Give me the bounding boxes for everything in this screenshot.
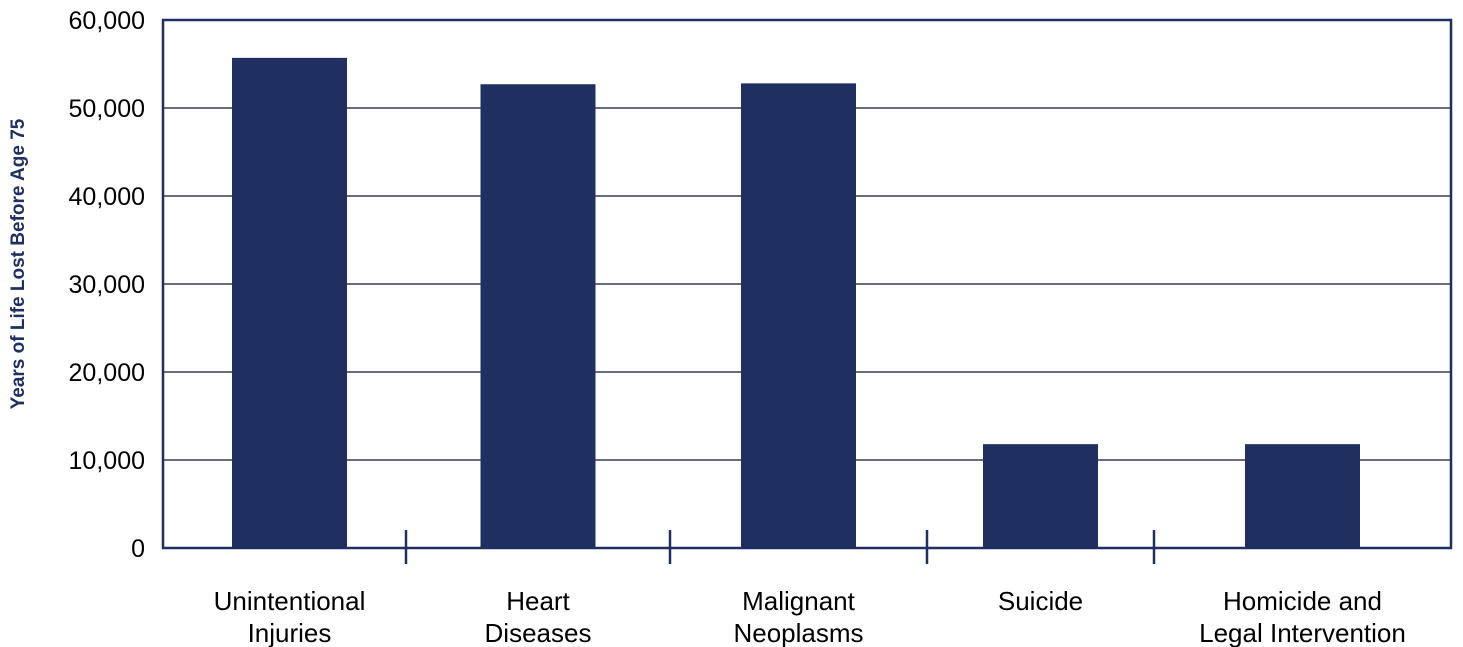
x-category-label: Malignant Neoplasms	[733, 586, 863, 647]
bar	[741, 83, 856, 549]
bar	[232, 57, 347, 549]
y-tick-label: 60,000	[69, 7, 145, 35]
category-separator-ticks	[404, 530, 1156, 564]
bar	[480, 84, 596, 549]
bar	[1245, 444, 1360, 548]
y-tick-label: 10,000	[69, 447, 145, 475]
x-category-label: Suicide	[998, 586, 1083, 616]
bar	[983, 444, 1098, 548]
x-category-label: Homicide and Legal Intervention	[1199, 586, 1406, 647]
y-tick-labels: 0 10,000 20,000 30,000 40,000 50,000 60,000	[69, 7, 145, 563]
x-category-label: Unintentional Injuries	[214, 586, 366, 647]
y-tick-label: 30,000	[69, 271, 145, 299]
plot-frame	[161, 18, 1453, 550]
x-category-labels: Unintentional Injuries Heart Diseases Malign…	[214, 586, 1406, 647]
y-tick-label: 50,000	[69, 95, 145, 123]
y-tick-label: 0	[131, 535, 145, 563]
x-category-label: Heart Diseases	[485, 586, 592, 647]
bars	[232, 57, 1360, 549]
y-tick-label: 20,000	[69, 359, 145, 387]
y-axis-title: Years of Life Lost Before Age 75	[8, 118, 29, 409]
y-tick-label: 40,000	[69, 183, 145, 211]
